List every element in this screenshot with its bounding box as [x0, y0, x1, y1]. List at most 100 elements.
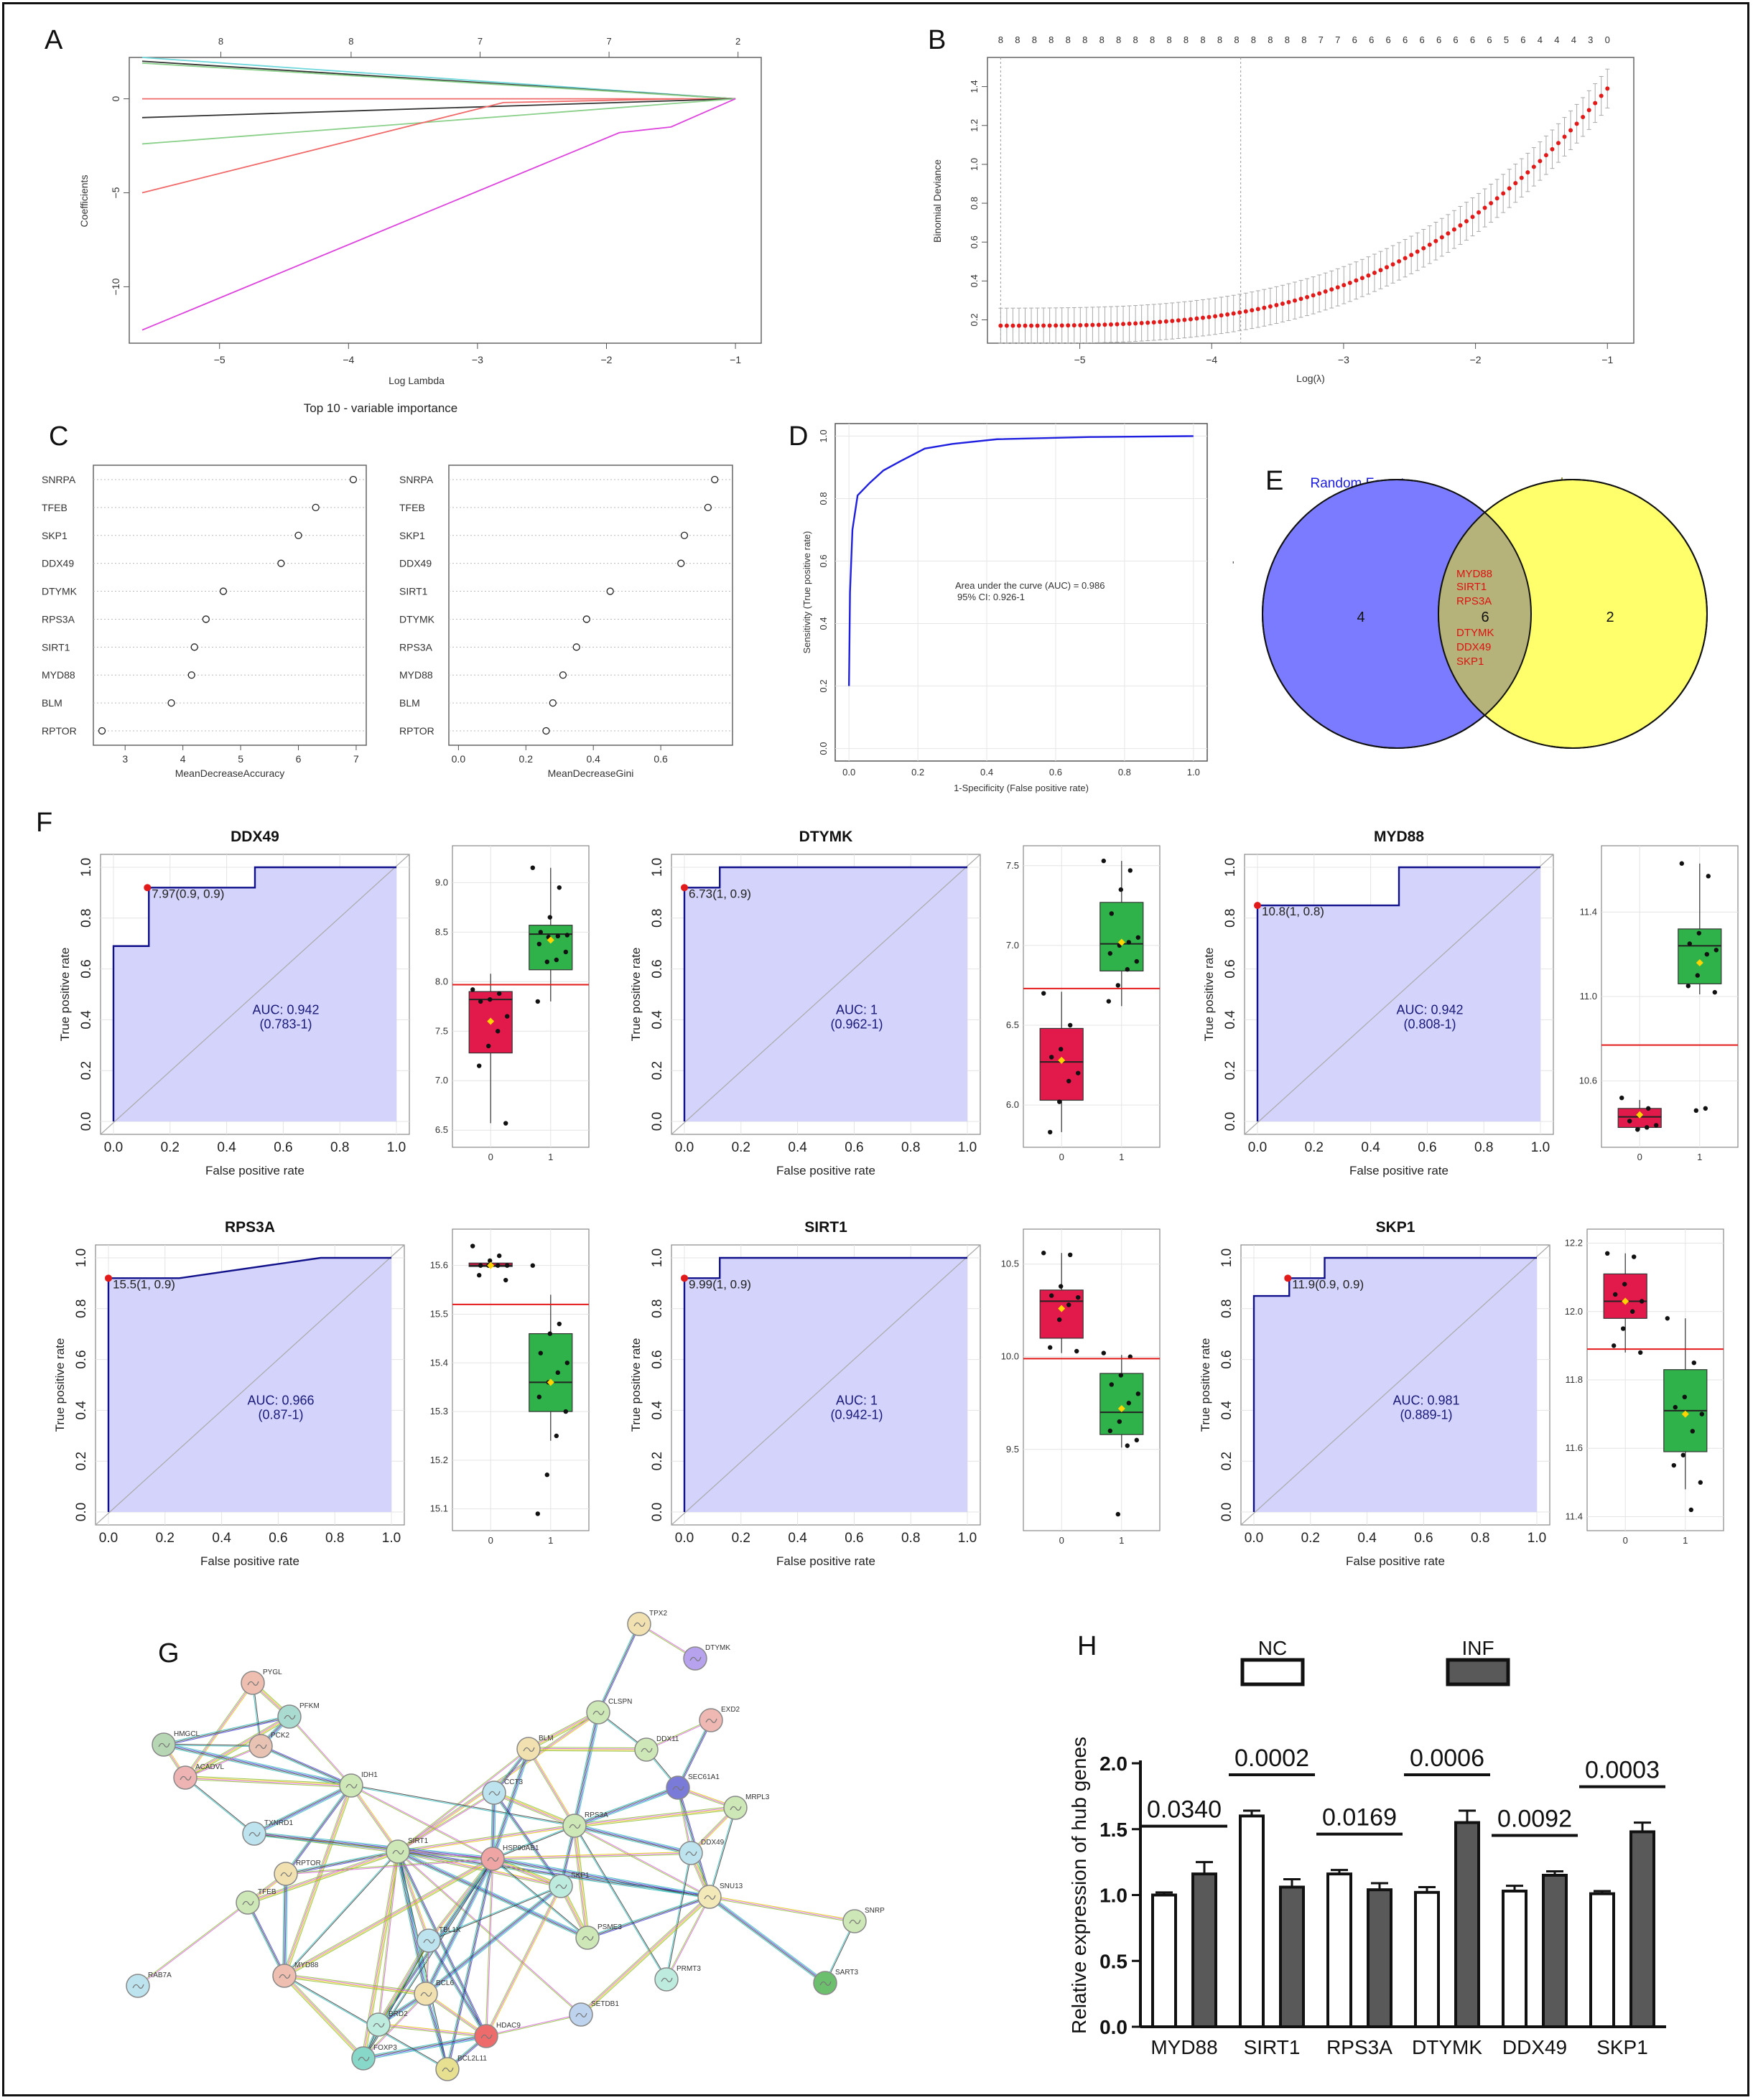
b-cv-point: [1096, 322, 1101, 327]
panel-c-label: C: [49, 421, 68, 452]
c-category-label: RPTOR: [399, 725, 434, 737]
ppi-edge: [248, 1902, 286, 1976]
ppi-node-structure-icon: [373, 2022, 385, 2027]
c-category-label: SIRT1: [399, 586, 428, 597]
f-box-mean-marker: [1058, 1056, 1066, 1064]
ppi-edge: [424, 1994, 486, 2038]
f-box-point: [1640, 1299, 1645, 1304]
b-top-label: 8: [1150, 34, 1155, 45]
f-subplot-skp1: 11.9(0.9, 0.9) AUC: 0.981(0.889-1) SKP1 0.0…: [1199, 1219, 1724, 1568]
f-auc-ci: (0.783-1): [259, 1017, 312, 1031]
c-xtick-label: 4: [180, 753, 186, 765]
f-box-point: [488, 997, 493, 1002]
ppi-node-label: SKP1: [571, 1872, 590, 1880]
f-box-xtick-label: 0: [1637, 1152, 1642, 1162]
f-ytick-label: 1.0: [1219, 1249, 1234, 1267]
ppi-edge: [429, 1939, 488, 2036]
ppi-node-label: TBL1X: [439, 1926, 461, 1934]
ppi-edge: [573, 1786, 678, 1825]
ppi-edge: [493, 1793, 575, 1828]
h-ytick-label: 1.0: [1099, 1885, 1127, 1907]
f-box-ytick-label: 15.3: [430, 1406, 448, 1417]
ppi-edge: [285, 1786, 353, 1977]
ppi-edge: [597, 1623, 639, 1712]
ppi-edge: [581, 1897, 710, 2015]
legend-nc-label: NC: [1258, 1637, 1287, 1659]
f-box-point: [1048, 1129, 1053, 1135]
f-box-point: [1627, 1119, 1632, 1124]
panel-a-axes: −5 −4 −3 −2 −10−5−108 8 7 7 2: [110, 36, 741, 365]
f-box-point: [1109, 1382, 1115, 1387]
f-subplot-ddx49: 7.97(0.9, 0.9) AUC: 0.942(0.783-1) DDX49 0.…: [58, 829, 590, 1177]
b-top-label: 8: [1082, 34, 1087, 45]
f-ytick-label: 0.4: [74, 1401, 89, 1420]
ppi-edge: [184, 1714, 289, 1777]
ppi-edge: [492, 1824, 575, 1859]
b-top-label: 8: [1251, 34, 1256, 45]
ppi-edge: [398, 1793, 495, 1853]
f-box-mean-marker: [487, 1261, 495, 1269]
a-top-tick-label: 7: [478, 36, 483, 47]
f-xtick-label: 0.8: [901, 1140, 920, 1155]
b-top-label: 8: [1166, 34, 1171, 45]
ppi-edge: [185, 1776, 352, 1786]
ppi-edge: [184, 1681, 253, 1778]
f-box-xtick-label: 0: [1059, 1152, 1064, 1162]
ppi-edge: [286, 1859, 493, 1875]
b-xtick-label: −4: [1206, 354, 1217, 365]
ppi-edge: [587, 1895, 710, 1937]
ppi-edge: [396, 1852, 426, 1994]
f-box-point: [563, 1409, 568, 1414]
c-importance-point: [167, 699, 175, 707]
ppi-edge: [378, 1941, 430, 2025]
c-xtick-label: 3: [122, 753, 128, 765]
ppi-node-structure-icon: [592, 1710, 605, 1715]
f-box-ytick-label: 7.5: [1006, 860, 1019, 871]
c-category-label: RPS3A: [42, 613, 75, 625]
ppi-edge: [529, 1747, 647, 1750]
f-box-ytick-label: 11.0: [1580, 991, 1597, 1002]
ppi-node-label: RAB7A: [148, 1971, 172, 1979]
b-cv-point: [1568, 128, 1573, 133]
panel-c-dotcharts: SNRPA TFEB SKP1 DDX49 DTYMK RPS3A SIRT1 MYD88 BL…: [42, 465, 733, 779]
b-top-label: 5: [1504, 34, 1509, 45]
c-xlabel: MeanDecreaseAccuracy: [175, 767, 285, 779]
b-top-label: 6: [1403, 34, 1408, 45]
ppi-edge: [363, 2036, 487, 2060]
ppi-edge: [493, 1749, 530, 1859]
b-ytick-label: 1.0: [969, 158, 980, 171]
venn-gene-dtymk: DTYMK: [1456, 627, 1494, 639]
ppi-edge: [377, 1940, 429, 2025]
f-gene-title: DDX49: [231, 829, 279, 845]
ppi-edge: [138, 1903, 248, 1987]
b-cv-point: [1219, 313, 1224, 318]
ppi-edge: [485, 1885, 562, 2037]
f-xtick-label: 0.0: [675, 1531, 694, 1546]
f-box-point: [1057, 1317, 1062, 1322]
panel-c: C Top 10 - variable importance SNRPA TFEB…: [42, 401, 733, 779]
f-ytick-label: 0.2: [74, 1452, 89, 1470]
f-box-ytick-label: 6.5: [435, 1124, 448, 1135]
h-bar-nc: [1151, 1893, 1177, 2028]
a-xtick-label: −1: [730, 354, 741, 365]
b-cv-point: [1237, 310, 1242, 315]
ppi-edge: [351, 1784, 399, 1852]
f-xtick-label: 0.8: [901, 1531, 920, 1546]
h-bar-inf: [1454, 1821, 1480, 2028]
b-cv-point: [1268, 304, 1273, 309]
ppi-edge: [572, 1712, 597, 1826]
c-importance-point: [711, 475, 719, 484]
f-ytick-label: 0.0: [1219, 1503, 1234, 1521]
venn-set1-outline: [1262, 479, 1532, 749]
f-box-ytick-label: 11.4: [1566, 1511, 1583, 1521]
panel-a: A −5 −4 −3 −2 −10−5−108 8 7 7 2 Log Lambda Coeff…: [45, 25, 762, 386]
b-xtick-label: −5: [1074, 354, 1086, 365]
ppi-edge: [665, 1852, 691, 1979]
coef-path-4: [141, 98, 736, 118]
venn-gene-myd88: MYD88: [1456, 568, 1492, 580]
f-box-xtick-label: 1: [1683, 1535, 1688, 1546]
b-cv-point: [1415, 249, 1420, 254]
ppi-edge: [163, 1745, 351, 1787]
d-roc-curve: [847, 435, 1194, 686]
f-box-point: [1671, 1462, 1676, 1468]
